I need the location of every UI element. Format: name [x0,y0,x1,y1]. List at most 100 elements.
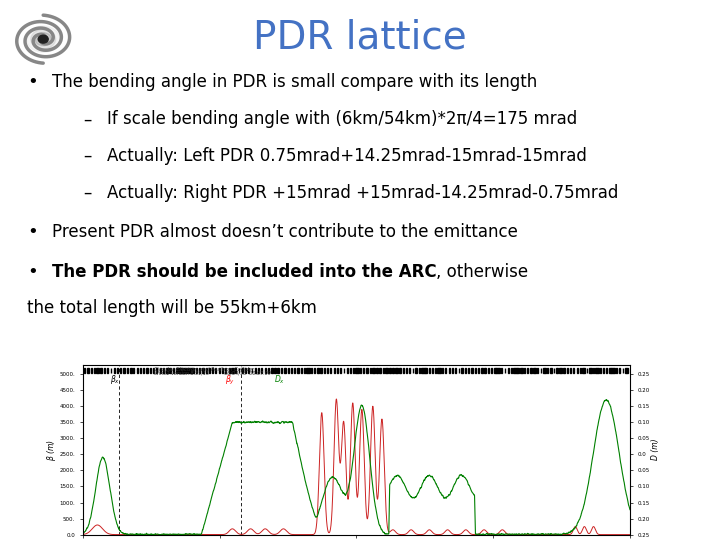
Bar [421,368,425,374]
Bar [392,368,394,374]
Bar [415,368,417,374]
Text: •: • [27,224,38,241]
Bar [306,368,310,374]
Bar [324,368,325,374]
Bar [117,368,118,374]
Bar [222,368,223,374]
Bar [559,368,562,374]
Text: Present PDR almost doesn’t contribute to the emittance: Present PDR almost doesn’t contribute to… [52,224,518,241]
Text: –: – [83,147,91,165]
Bar [192,368,194,374]
Bar [209,368,210,374]
Bar [475,368,476,374]
Bar [589,368,592,374]
Bar [235,368,236,374]
Text: Circular Electron and Positron Collider: Circular Electron and Positron Collider [154,367,254,372]
Bar [212,368,213,374]
Bar [497,368,500,374]
Bar [533,368,536,374]
Bar [120,368,121,374]
Bar [245,368,246,374]
Bar [181,368,185,374]
Bar [429,368,430,374]
Bar [143,368,144,374]
Bar [188,368,192,374]
Bar [399,368,401,374]
Bar [313,368,315,374]
Bar [277,368,279,374]
Bar [176,368,177,374]
Bar [199,368,200,374]
Bar [573,368,574,374]
Bar [334,368,335,374]
Bar [593,368,595,374]
Bar [432,368,433,374]
Bar [547,368,548,374]
Bar [196,368,197,374]
Bar [511,368,512,374]
Circle shape [31,29,55,49]
Bar [205,368,207,374]
Text: Actually: Left PDR 0.75mrad+14.25mrad-15mrad-15mrad: Actually: Left PDR 0.75mrad+14.25mrad-15… [107,147,586,165]
Bar [281,368,282,374]
Bar [606,368,607,374]
Bar [156,368,158,374]
Bar [530,368,532,374]
Bar [186,368,187,374]
Bar [491,368,492,374]
Bar [379,368,381,374]
Bar [271,368,273,374]
Bar [485,368,486,374]
Bar [140,368,141,374]
Bar [623,368,624,374]
Bar [608,368,611,374]
Bar [370,368,371,374]
Circle shape [38,35,48,43]
Bar [238,368,239,374]
Text: –: – [83,184,91,202]
Bar [87,368,89,374]
Bar [261,368,263,374]
Circle shape [35,32,52,46]
Text: The PDR should be included into the ARC: The PDR should be included into the ARC [52,263,436,281]
Bar [570,368,572,374]
Bar [330,368,331,374]
Bar [248,368,249,374]
Bar [343,368,344,374]
Bar [291,368,292,374]
Bar [494,368,496,374]
Bar [123,368,125,374]
Bar [268,368,269,374]
Bar [327,368,328,374]
Bar [441,368,444,374]
Bar [347,368,348,374]
Bar [84,368,85,374]
Bar [385,368,388,374]
Bar [603,368,604,374]
Bar [173,368,174,374]
Bar [395,368,398,374]
Bar [567,368,568,374]
Bar [481,368,483,374]
Bar [301,368,302,374]
Bar [372,368,375,374]
Bar [389,368,391,374]
Text: If scale bending angle with (6km/54km)*2π/4=175 mrad: If scale bending angle with (6km/54km)*2… [107,110,577,129]
Bar [163,368,164,374]
Bar [619,368,621,374]
Bar [231,368,234,374]
Bar [166,368,168,374]
Bar [202,368,204,374]
Bar [219,368,220,374]
Bar [520,368,523,374]
Bar [215,368,217,374]
Bar [94,368,95,374]
Bar [146,368,148,374]
Bar [550,368,552,374]
Bar [258,368,259,374]
Text: •: • [27,73,38,91]
Text: $\beta_y$: $\beta_y$ [225,374,235,387]
Bar [137,368,138,374]
Bar [284,368,286,374]
Bar [311,368,312,374]
